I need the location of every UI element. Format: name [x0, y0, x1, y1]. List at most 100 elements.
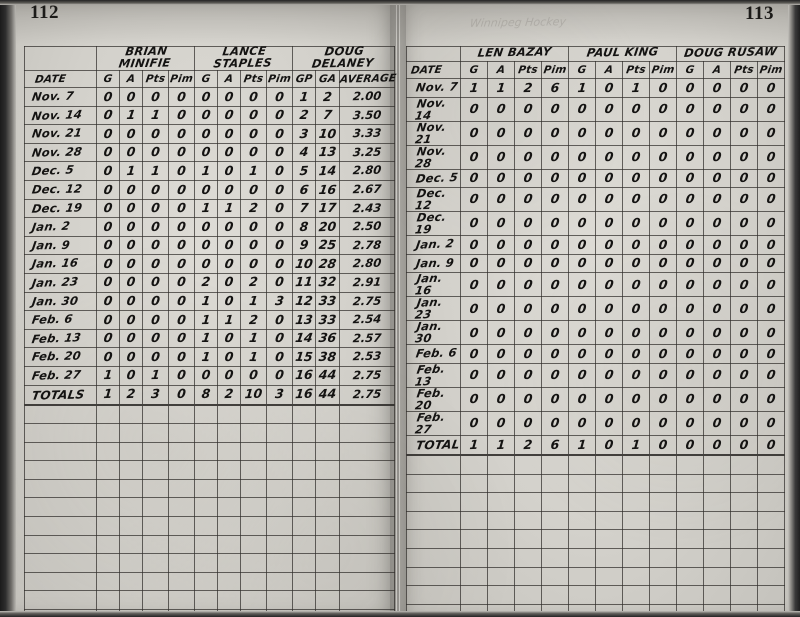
- staples-cell-0: 1: [194, 198, 219, 219]
- bazay-cell-3: 0: [541, 296, 569, 322]
- king-cell-0: 0: [568, 235, 596, 255]
- bazay-cell-2: 0: [514, 362, 542, 388]
- blank-cell: [595, 492, 623, 512]
- delaney-cell-1-text: 20: [318, 218, 338, 235]
- date-cell: Jan. 2: [406, 235, 461, 255]
- king-cell-0-text: 0: [576, 255, 588, 271]
- king-cell-3: 0: [648, 187, 678, 213]
- king-cell-1-text: 0: [603, 255, 615, 271]
- blank-row: [406, 510, 786, 531]
- king-cell-0: 1: [568, 78, 596, 98]
- delaney-cell-1-text: 13: [318, 144, 338, 160]
- staples-cell-1-text: 0: [223, 107, 235, 123]
- king-cell-1: 0: [595, 168, 623, 189]
- blank-cell: [703, 547, 732, 568]
- bazay-cell-2: 0: [514, 168, 542, 189]
- staples-cell-3-text: 0: [274, 367, 285, 383]
- minifie-cell-3-text: 0: [176, 144, 187, 160]
- blank-cell: [292, 478, 317, 499]
- rusaw-cell-3-text: 0: [765, 191, 777, 207]
- rusaw-cell-2-text: 0: [738, 415, 750, 431]
- blank-cell: [541, 585, 569, 605]
- king-cell-0-text: 0: [576, 345, 588, 361]
- blank-cell: [676, 492, 705, 512]
- rusaw-cell-0-text: 0: [684, 345, 696, 361]
- blank-cell: [217, 553, 242, 573]
- staples-cell-2-text: 1: [248, 293, 259, 309]
- bazay-cell-0: 0: [460, 386, 488, 412]
- staples-cell-2-text: 0: [248, 218, 259, 234]
- minifie-cell-1-text: 0: [125, 237, 137, 253]
- blank-cell: [292, 403, 317, 425]
- delaney-cell-0-text: 14: [294, 330, 315, 346]
- date-cell-text: Nov. 14: [414, 95, 448, 122]
- blank-cell: [730, 510, 759, 531]
- rusaw-cell-0: 0: [676, 120, 705, 146]
- staples-cell-3-text: 0: [274, 181, 286, 197]
- blank-cell: [119, 553, 143, 573]
- date-cell-text: Jan. 30: [31, 293, 80, 309]
- totals-king-3-text: 0: [658, 436, 669, 452]
- staples-cell-3-text: 0: [274, 125, 285, 141]
- blank-cell: [24, 571, 97, 592]
- blank-cell: [703, 454, 732, 475]
- blank-cell: [460, 585, 488, 605]
- col-header-1-3-text: Pim: [267, 72, 292, 86]
- date-cell: Jan. 2: [24, 217, 97, 237]
- king-cell-3-text: 0: [657, 100, 669, 116]
- rusaw-cell-3-text: 0: [765, 148, 777, 164]
- col-header-1-2: Pts: [240, 70, 268, 88]
- minifie-cell-0: 1: [96, 365, 120, 386]
- blank-cell: [568, 529, 596, 549]
- minifie-cell-0: 0: [96, 161, 120, 181]
- king-cell-0-text: 0: [577, 300, 588, 316]
- blank-cell: [217, 403, 242, 425]
- blank-cell: [487, 510, 515, 531]
- staples-cell-3: 0: [266, 87, 294, 107]
- bazay-cell-2-text: 0: [522, 415, 534, 431]
- minifie-cell-3-text: 0: [176, 125, 187, 141]
- king-cell-2-text: 0: [630, 191, 642, 207]
- blank-cell: [406, 566, 461, 587]
- bazay-cell-0: 0: [460, 144, 488, 170]
- delaney-cell-2-text: 2.75: [352, 293, 383, 308]
- date-cell: Nov. 7: [24, 87, 97, 107]
- col-header-2-2-text: AVERAGE: [339, 72, 398, 86]
- minifie-cell-3-text: 0: [176, 107, 188, 123]
- minifie-cell-0: 0: [96, 272, 120, 293]
- date-cell-text: Feb. 27: [30, 367, 83, 383]
- blank-cell: [315, 553, 341, 573]
- left-stats-table: BRIAN MINIFIE LANCE STAPLES DOUG DELANEY DA…: [24, 44, 398, 617]
- king-cell-0: 0: [568, 211, 596, 237]
- date-cell-text: Feb. 6: [414, 345, 458, 361]
- delaney-cell-0: 13: [292, 310, 317, 330]
- bazay-cell-3-text: 0: [549, 255, 561, 271]
- rusaw-cell-3-text: 0: [765, 215, 777, 231]
- minifie-cell-1-text: 0: [125, 144, 137, 160]
- delaney-cell-2: 2.91: [339, 272, 396, 293]
- bazay-cell-3-text: 0: [550, 169, 561, 186]
- king-cell-3: 0: [648, 362, 678, 388]
- blank-cell: [292, 423, 317, 443]
- king-cell-2-text: 1: [630, 79, 642, 95]
- blank-cell: [24, 590, 97, 611]
- minifie-cell-1-text: 0: [125, 348, 137, 364]
- blank-cell: [514, 454, 542, 475]
- staples-cell-3-text: 0: [274, 88, 285, 104]
- col-header-0-3: Pim: [541, 61, 569, 79]
- minifie-cell-2-text: 0: [150, 348, 161, 364]
- minifie-cell-1-text: 0: [125, 293, 137, 309]
- king-cell-0-text: 0: [576, 276, 588, 292]
- staples-cell-2-text: 1: [248, 330, 260, 346]
- delaney-cell-2-text: 2.91: [352, 274, 383, 290]
- blank-cell: [119, 441, 143, 462]
- totals-minifie-3-text: 0: [176, 386, 187, 402]
- blank-cell: [266, 553, 294, 573]
- delaney-cell-1-text: 38: [318, 348, 338, 364]
- date-cell-text: Nov. 7: [30, 88, 75, 104]
- blank-cell: [648, 473, 678, 494]
- bazay-cell-2-text: 0: [522, 345, 534, 361]
- totals-king-2: 1: [622, 434, 650, 456]
- blank-cell: [676, 473, 705, 494]
- staples-cell-3: 0: [266, 310, 294, 330]
